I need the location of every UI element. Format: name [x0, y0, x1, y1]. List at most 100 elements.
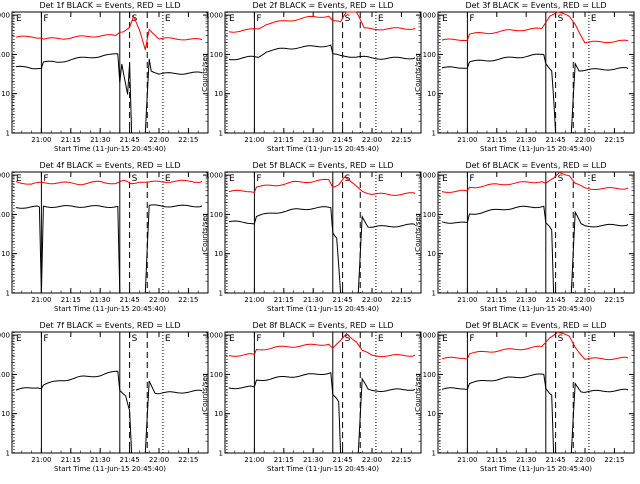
y-axis-label: Counts/sec [414, 373, 422, 412]
event-marker-label: F [43, 14, 48, 24]
x-tick-label: 21:30 [516, 136, 536, 144]
y-tick-label: 100 [423, 371, 436, 379]
y-tick-label: 100 [0, 371, 10, 379]
series-events-line [228, 44, 416, 61]
y-tick-label: 10 [427, 250, 436, 258]
event-marker-label: E [165, 14, 171, 24]
y-tick-label: 1000 [205, 172, 223, 180]
x-tick-label: 21:45 [120, 296, 140, 304]
panel-title: Det 6f BLACK = Events, RED = LLD [465, 161, 606, 170]
event-marker-label: S [558, 174, 564, 184]
series-events-line [441, 205, 629, 294]
x-tick-label: 22:00 [575, 296, 595, 304]
x-tick-label: 22:00 [362, 296, 382, 304]
y-tick-label: 10 [214, 90, 223, 98]
x-tick-label: 22:00 [575, 456, 595, 464]
series-lld-line [228, 332, 416, 358]
y-axis-label: Counts/sec [201, 213, 209, 252]
panel-det-1: Det 1f BLACK = Events, RED = LLD 1 10 100 10… [0, 1, 209, 153]
series-lld-line [441, 171, 629, 193]
event-marker-label: E [442, 14, 448, 24]
series-lld-line [441, 11, 629, 44]
x-tick-label: 22:15 [604, 296, 624, 304]
y-tick-label: 1 [6, 450, 10, 458]
event-marker-label: E [229, 14, 235, 24]
x-tick-label: 22:00 [149, 136, 169, 144]
event-marker-label: S [558, 334, 564, 344]
x-tick-label: 22:00 [149, 296, 169, 304]
y-tick-label: 1000 [418, 12, 436, 20]
panel-det-6: Det 6f BLACK = Events, RED = LLD 1 10 100 10… [414, 161, 635, 313]
panel-det-2: Det 2f BLACK = Events, RED = LLD 1 10 100 10… [201, 1, 422, 153]
series-lld-line [228, 176, 416, 196]
x-tick-label: 21:00 [457, 456, 477, 464]
y-tick-label: 1 [219, 450, 223, 458]
event-marker-label: E [378, 334, 384, 344]
panel-title: Det 4f BLACK = Events, RED = LLD [39, 161, 180, 170]
panel-title: Det 8f BLACK = Events, RED = LLD [252, 321, 393, 330]
x-tick-label: 21:30 [90, 136, 110, 144]
y-tick-label: 10 [427, 410, 436, 418]
y-tick-label: 1000 [205, 12, 223, 20]
event-marker-label: S [132, 334, 138, 344]
x-tick-label: 21:15 [274, 296, 294, 304]
panel-det-3: Det 3f BLACK = Events, RED = LLD 1 10 100 10… [414, 1, 635, 153]
event-marker-label: S [345, 14, 351, 24]
y-tick-label: 1000 [0, 332, 10, 340]
panel-det-7: Det 7f BLACK = Events, RED = LLD 1 10 100 10… [0, 321, 209, 473]
panel-det-4: Det 4f BLACK = Events, RED = LLD 1 10 100 10… [0, 161, 209, 313]
x-axis-label: Start Time (11-Jun-15 20:45:40) [54, 145, 166, 153]
y-tick-label: 100 [423, 51, 436, 59]
y-tick-label: 1 [432, 450, 436, 458]
series-lld-line [15, 179, 203, 186]
x-tick-label: 21:15 [274, 456, 294, 464]
x-tick-label: 21:15 [61, 296, 81, 304]
y-tick-label: 1 [6, 130, 10, 138]
x-tick-label: 22:15 [604, 136, 624, 144]
y-tick-label: 100 [210, 371, 223, 379]
x-tick-label: 22:00 [362, 136, 382, 144]
x-tick-label: 21:45 [333, 296, 353, 304]
event-marker-label: F [469, 334, 474, 344]
y-tick-label: 100 [0, 211, 10, 219]
x-tick-label: 21:30 [303, 296, 323, 304]
x-tick-label: 21:45 [546, 136, 566, 144]
y-axis-label: Counts/sec [414, 213, 422, 252]
event-marker-label: S [345, 334, 351, 344]
x-tick-label: 21:00 [457, 296, 477, 304]
event-marker-label: F [469, 14, 474, 24]
x-axis-label: Start Time (11-Jun-15 20:45:40) [480, 145, 592, 153]
panel-det-8: Det 8f BLACK = Events, RED = LLD 1 10 100 10… [201, 321, 422, 473]
panel-title: Det 1f BLACK = Events, RED = LLD [39, 1, 180, 10]
event-marker-label: E [591, 14, 597, 24]
x-tick-label: 21:15 [487, 296, 507, 304]
series-events-line [228, 206, 416, 294]
x-tick-label: 21:15 [61, 136, 81, 144]
y-tick-label: 1000 [418, 332, 436, 340]
y-tick-label: 10 [214, 250, 223, 258]
event-marker-label: F [256, 14, 261, 24]
series-lld-line [15, 15, 203, 50]
x-tick-label: 22:00 [149, 456, 169, 464]
x-tick-label: 21:45 [333, 136, 353, 144]
event-marker-label: E [165, 334, 171, 344]
x-tick-label: 22:00 [362, 456, 382, 464]
x-tick-label: 22:15 [391, 456, 411, 464]
x-tick-label: 21:00 [244, 296, 264, 304]
x-tick-label: 21:00 [244, 136, 264, 144]
event-marker-label: E [591, 334, 597, 344]
y-tick-label: 1 [6, 290, 10, 298]
y-tick-label: 10 [214, 410, 223, 418]
x-tick-label: 22:15 [604, 456, 624, 464]
x-axis-label: Start Time (11-Jun-15 20:45:40) [480, 465, 592, 473]
event-marker-label: E [229, 174, 235, 184]
y-tick-label: 1000 [418, 172, 436, 180]
panel-title: Det 5f BLACK = Events, RED = LLD [252, 161, 393, 170]
y-tick-label: 10 [1, 250, 10, 258]
y-tick-label: 10 [1, 410, 10, 418]
x-axis-label: Start Time (11-Jun-15 20:45:40) [267, 465, 379, 473]
x-tick-label: 21:30 [303, 136, 323, 144]
series-events-line [15, 53, 203, 134]
series-lld-line [228, 11, 416, 33]
